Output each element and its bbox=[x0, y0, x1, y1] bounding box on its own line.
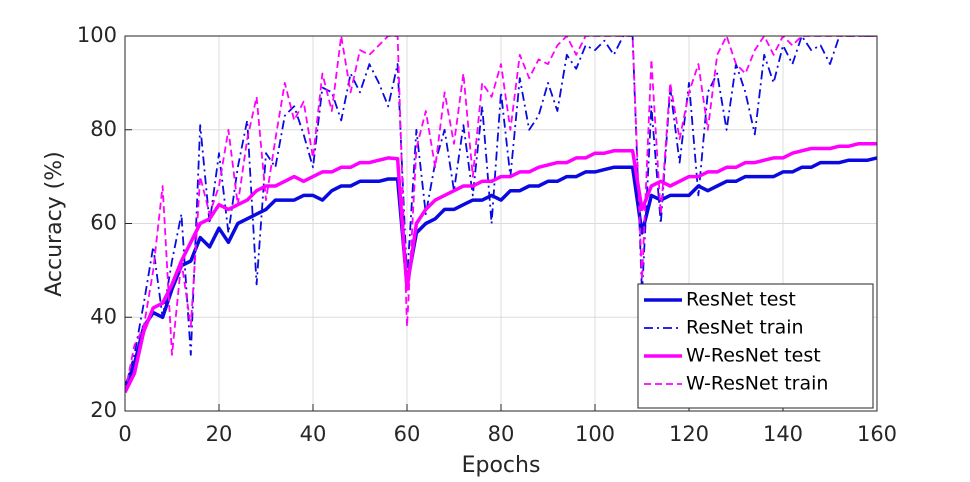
legend-box bbox=[637, 283, 874, 409]
legend-label: ResNet train bbox=[686, 317, 804, 339]
y-tick-label: 100 bbox=[77, 23, 117, 47]
legend-label: W-ResNet test bbox=[686, 345, 821, 367]
y-tick-label: 80 bbox=[90, 117, 117, 141]
x-tick-label: 0 bbox=[118, 422, 131, 446]
x-tick-label: 120 bbox=[669, 422, 709, 446]
y-axis-label: Accuracy (%) bbox=[42, 151, 67, 297]
x-tick-label: 100 bbox=[575, 422, 615, 446]
x-tick-label: 20 bbox=[206, 422, 233, 446]
series-line bbox=[125, 36, 877, 388]
series-line bbox=[125, 142, 877, 394]
legend-label: W-ResNet train bbox=[686, 373, 828, 395]
x-tick-label: 80 bbox=[488, 422, 515, 446]
plot-lines bbox=[125, 36, 877, 394]
y-tick-label: 60 bbox=[90, 211, 117, 235]
x-tick-label: 160 bbox=[857, 422, 897, 446]
y-tick-label: 40 bbox=[90, 304, 117, 328]
y-tick-label: 20 bbox=[90, 398, 117, 422]
x-tick-label: 140 bbox=[763, 422, 803, 446]
x-axis-label: Epochs bbox=[462, 453, 541, 478]
axes-box bbox=[124, 35, 878, 412]
legend-label: ResNet test bbox=[686, 289, 796, 311]
series-line bbox=[125, 156, 877, 389]
series-line bbox=[125, 36, 877, 393]
x-tick-label: 60 bbox=[394, 422, 421, 446]
x-tick-label: 40 bbox=[300, 422, 327, 446]
